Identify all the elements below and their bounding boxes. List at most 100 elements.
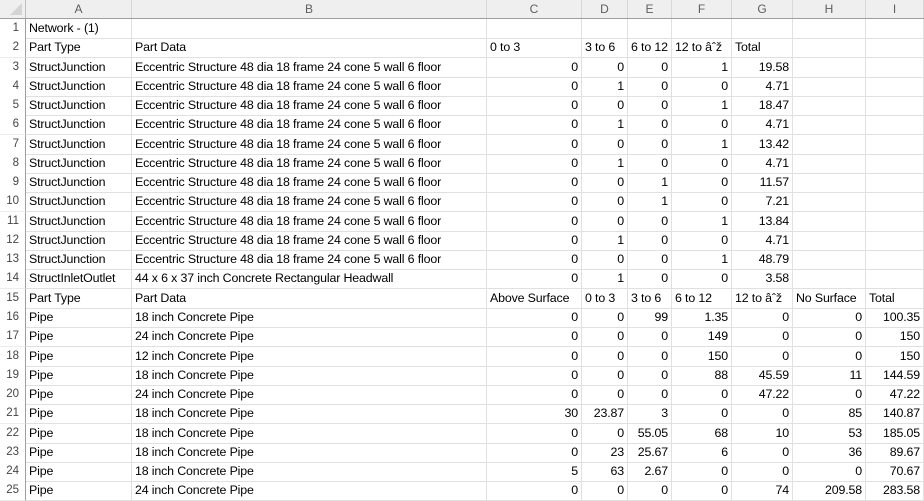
cell[interactable]: Pipe (26, 346, 132, 367)
cell[interactable]: 0 (672, 76, 732, 97)
cell[interactable]: 0 (487, 327, 582, 348)
cell[interactable]: 0 (487, 365, 582, 386)
cell[interactable] (866, 57, 924, 78)
cell[interactable] (793, 57, 866, 78)
cell[interactable]: 44 x 6 x 37 inch Concrete Rectangular He… (132, 269, 487, 290)
cell[interactable]: 0 (582, 173, 628, 194)
column-header[interactable]: H (793, 0, 866, 18)
cell[interactable] (866, 211, 924, 232)
cell[interactable]: 0 (628, 153, 672, 174)
cell[interactable]: Pipe (26, 365, 132, 386)
cell[interactable]: 0 (487, 442, 582, 463)
cell[interactable]: 19.58 (732, 57, 793, 78)
cell[interactable]: 0 (582, 346, 628, 367)
cell[interactable]: 0 (582, 307, 628, 328)
cell[interactable]: Eccentric Structure 48 dia 18 frame 24 c… (132, 153, 487, 174)
cell[interactable]: 0 (582, 96, 628, 117)
cell[interactable]: 0 (672, 385, 732, 406)
cell[interactable]: 6 to 12 (672, 288, 732, 309)
row-number[interactable]: 20 (0, 385, 26, 406)
row-number[interactable]: 1 (0, 19, 26, 39)
cell[interactable]: 18 inch Concrete Pipe (132, 404, 487, 425)
cell[interactable]: 0 (487, 269, 582, 290)
cell[interactable] (866, 19, 924, 39)
cell[interactable]: 63 (582, 462, 628, 483)
cell[interactable]: 85 (793, 404, 866, 425)
cell[interactable]: 0 (628, 269, 672, 290)
cell[interactable]: 13.84 (732, 211, 793, 232)
cell[interactable]: Above Surface (487, 288, 582, 309)
cell[interactable] (866, 134, 924, 155)
cell[interactable]: Eccentric Structure 48 dia 18 frame 24 c… (132, 173, 487, 194)
cell[interactable]: Network - (1) (26, 19, 132, 39)
cell[interactable]: 0 (628, 327, 672, 348)
cell[interactable]: 3 (628, 404, 672, 425)
cell[interactable]: StructJunction (26, 153, 132, 174)
cell[interactable]: 24 inch Concrete Pipe (132, 481, 487, 501)
row-number[interactable]: 10 (0, 192, 26, 213)
cell[interactable]: 149 (672, 327, 732, 348)
cell[interactable]: 0 (672, 115, 732, 136)
cell[interactable] (793, 115, 866, 136)
cell[interactable] (732, 19, 793, 39)
cell[interactable]: 4.71 (732, 230, 793, 251)
cell[interactable]: 209.58 (793, 481, 866, 501)
cell[interactable]: Pipe (26, 327, 132, 348)
row-number[interactable]: 24 (0, 462, 26, 483)
row-number[interactable]: 16 (0, 307, 26, 328)
cell[interactable]: 4.71 (732, 115, 793, 136)
cell[interactable]: 0 (793, 327, 866, 348)
cell[interactable]: 0 (487, 134, 582, 155)
cell[interactable]: 55.05 (628, 423, 672, 444)
cell[interactable]: StructJunction (26, 115, 132, 136)
row-number[interactable]: 15 (0, 288, 26, 309)
cell[interactable]: 12 inch Concrete Pipe (132, 346, 487, 367)
cell[interactable]: 1 (672, 57, 732, 78)
cell[interactable]: 0 (582, 250, 628, 271)
cell[interactable]: 18 inch Concrete Pipe (132, 442, 487, 463)
cell[interactable] (793, 250, 866, 271)
cell[interactable]: 5 (487, 462, 582, 483)
cell[interactable]: 0 to 3 (487, 38, 582, 59)
cell[interactable]: Eccentric Structure 48 dia 18 frame 24 c… (132, 192, 487, 213)
cell[interactable]: Eccentric Structure 48 dia 18 frame 24 c… (132, 230, 487, 251)
cell[interactable]: 6 (672, 442, 732, 463)
row-number[interactable]: 6 (0, 115, 26, 136)
cell[interactable]: 0 (672, 269, 732, 290)
cell[interactable]: 4.71 (732, 153, 793, 174)
cell[interactable]: 0 (582, 327, 628, 348)
cell[interactable]: StructJunction (26, 230, 132, 251)
cell[interactable]: 6 to 12 (628, 38, 672, 59)
cell[interactable]: 0 (793, 385, 866, 406)
row-number[interactable]: 11 (0, 211, 26, 232)
column-header[interactable]: G (732, 0, 793, 18)
cell[interactable]: 53 (793, 423, 866, 444)
cell[interactable]: 0 (628, 250, 672, 271)
cell[interactable]: Eccentric Structure 48 dia 18 frame 24 c… (132, 134, 487, 155)
cell[interactable]: 23.87 (582, 404, 628, 425)
cell[interactable]: 283.58 (866, 481, 924, 501)
cell[interactable]: 3 to 6 (628, 288, 672, 309)
row-number[interactable]: 5 (0, 96, 26, 117)
cell[interactable]: 144.59 (866, 365, 924, 386)
cell[interactable]: StructJunction (26, 173, 132, 194)
cell[interactable] (866, 153, 924, 174)
cell[interactable]: 18 inch Concrete Pipe (132, 423, 487, 444)
cell[interactable]: StructJunction (26, 250, 132, 271)
cell[interactable]: 0 (672, 462, 732, 483)
cell[interactable]: StructJunction (26, 76, 132, 97)
cell[interactable]: 45.59 (732, 365, 793, 386)
cell[interactable]: 68 (672, 423, 732, 444)
cell[interactable]: Pipe (26, 404, 132, 425)
cell[interactable]: StructInletOutlet (26, 269, 132, 290)
cell[interactable]: Pipe (26, 462, 132, 483)
row-number[interactable]: 2 (0, 38, 26, 59)
cell[interactable] (866, 76, 924, 97)
cell[interactable]: 0 (628, 230, 672, 251)
cell[interactable] (793, 211, 866, 232)
cell[interactable]: 0 (487, 230, 582, 251)
cell[interactable]: 0 (582, 192, 628, 213)
cell[interactable] (132, 19, 487, 39)
row-number[interactable]: 12 (0, 230, 26, 251)
cell[interactable]: 0 (487, 96, 582, 117)
